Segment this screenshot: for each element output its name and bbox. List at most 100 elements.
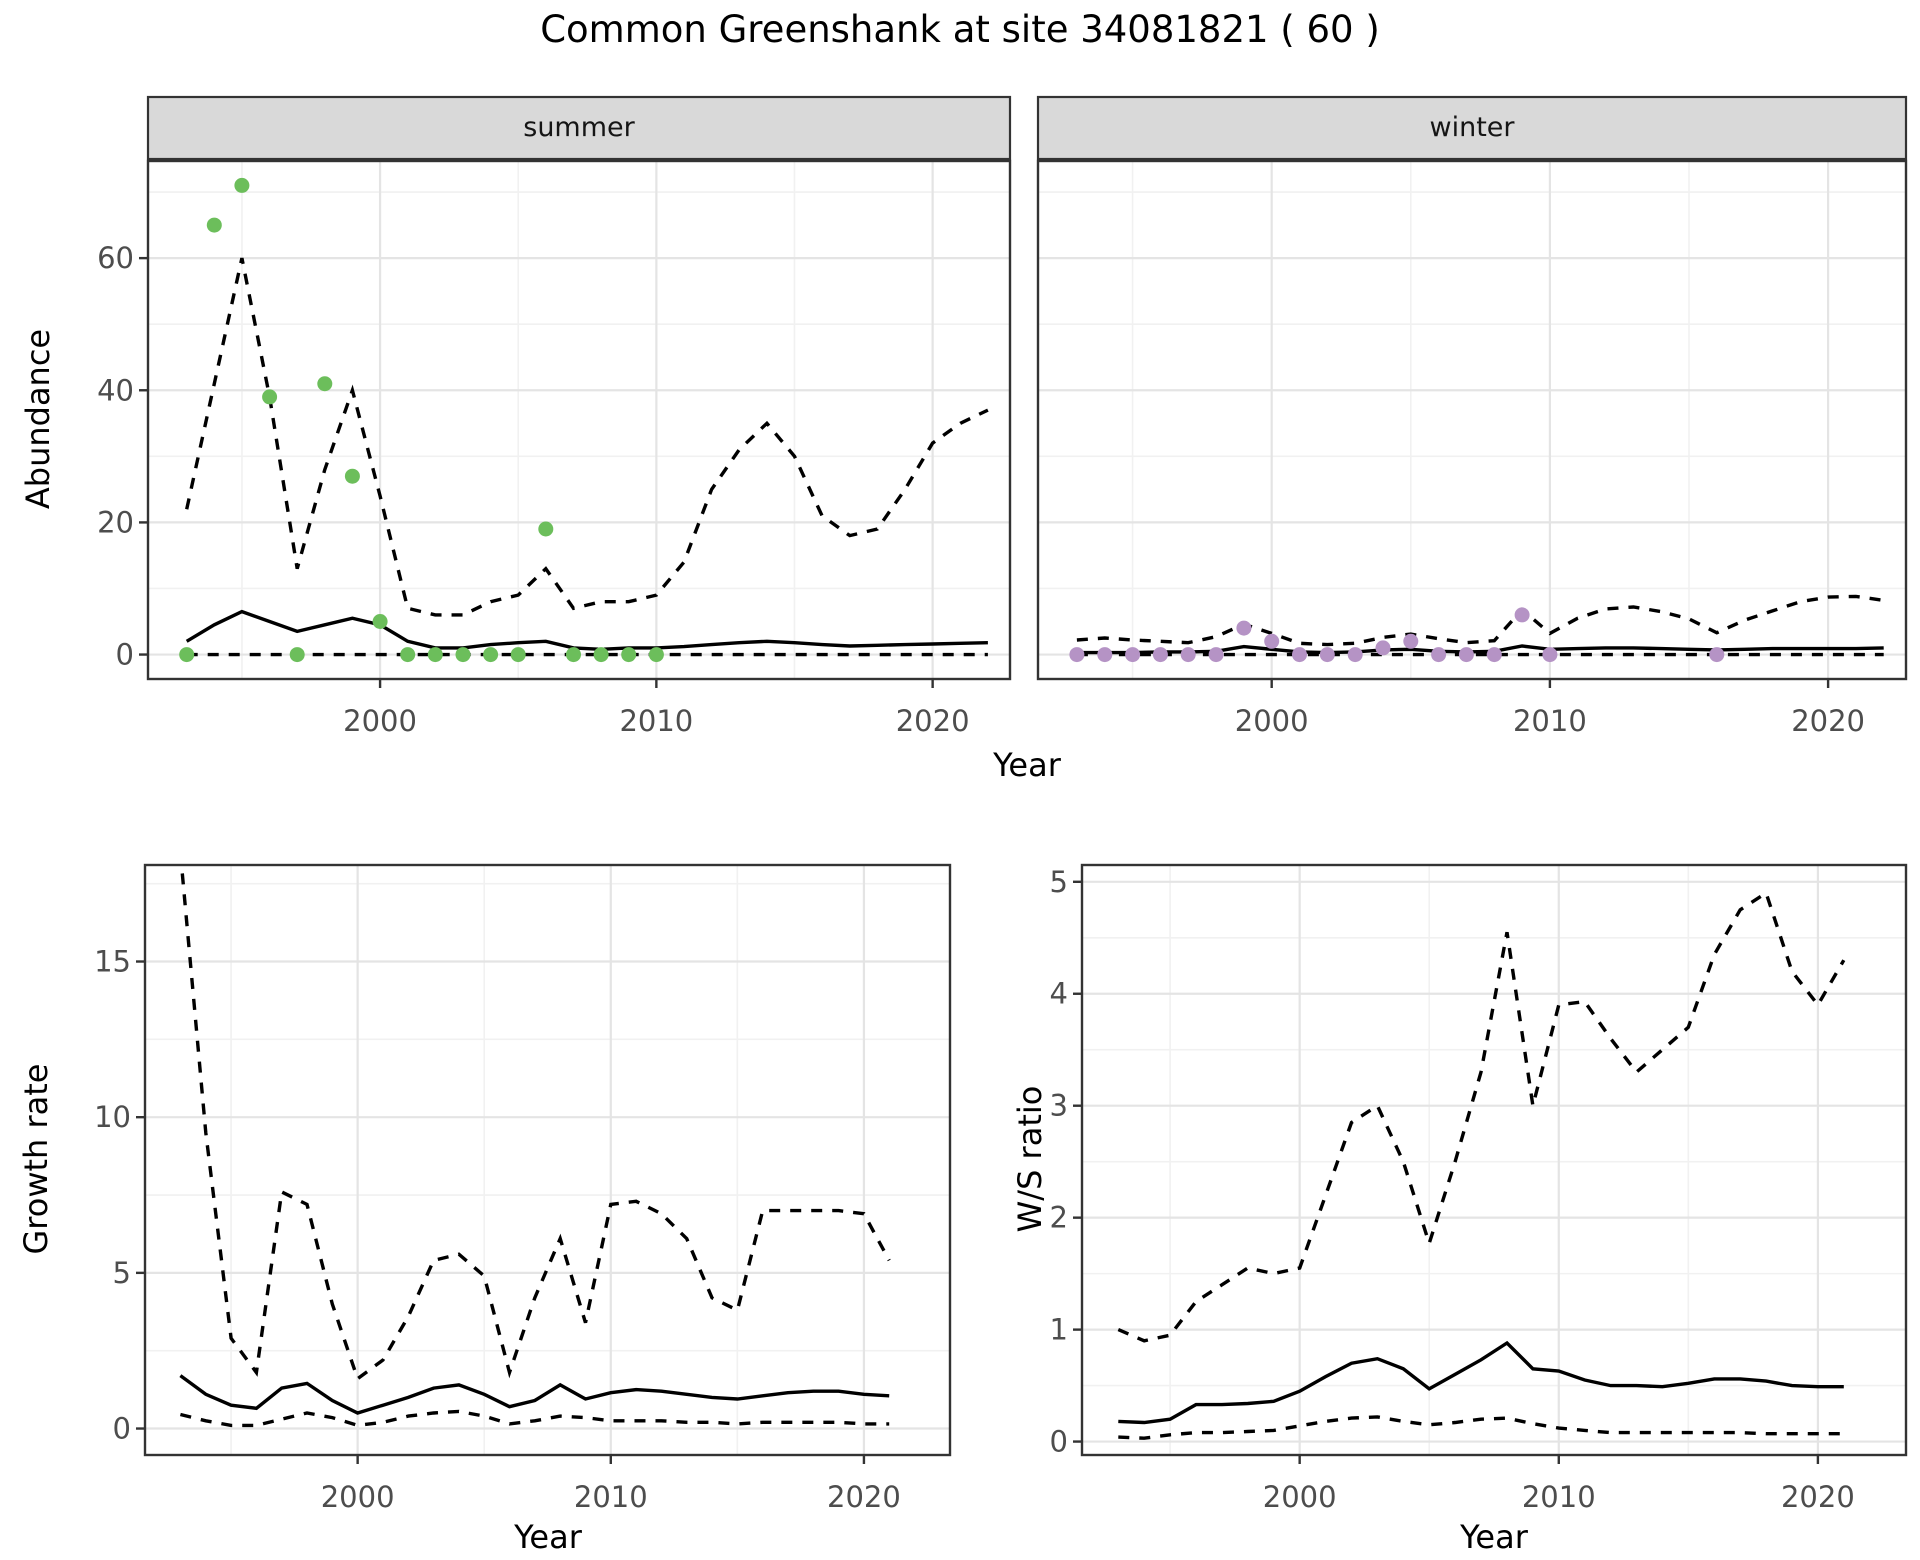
data-point bbox=[1431, 647, 1447, 663]
chart-title: Common Greenshank at site 34081821 ( 60 … bbox=[540, 8, 1380, 51]
data-point bbox=[372, 614, 388, 629]
lower-ci-line bbox=[1118, 1415, 1844, 1440]
median-fit-line bbox=[185, 609, 988, 652]
abundance-summer-panel: 2000 2010 2020 0 20 40 60 bbox=[97, 95, 1012, 738]
y-tick-label: 3 bbox=[1050, 1089, 1068, 1123]
x-tick-label: 2000 bbox=[343, 704, 417, 738]
growth-rate-panel: 2000 2010 2020 0 5 10 15 bbox=[94, 863, 952, 1514]
panel-background bbox=[1038, 161, 1906, 679]
data-point bbox=[1264, 633, 1280, 649]
y-axis-title-abundance: Abundance bbox=[19, 328, 57, 510]
x-axis-title-year-bottom-left: Year bbox=[514, 1518, 582, 1556]
y-tick-label: 0 bbox=[1050, 1425, 1068, 1459]
x-tick-label: 2020 bbox=[1781, 1480, 1855, 1514]
y-tick-label: 15 bbox=[94, 945, 131, 979]
y-axis-title-growth-rate: Growth rate bbox=[17, 1063, 55, 1255]
grid-minor bbox=[1082, 865, 1906, 1455]
upper-ci-line bbox=[1117, 890, 1846, 1343]
data-point bbox=[1097, 647, 1113, 663]
y-tick-label: 4 bbox=[1050, 977, 1068, 1011]
data-point bbox=[1236, 620, 1252, 636]
grid-minor bbox=[1038, 161, 1906, 679]
observation-points bbox=[179, 177, 664, 663]
y-tick-label: 60 bbox=[97, 241, 134, 275]
x-tick-label: 2020 bbox=[827, 1480, 901, 1514]
data-point bbox=[593, 647, 609, 663]
panel-border bbox=[1080, 863, 1908, 1457]
x-axis-ticks: 2000 2010 2020 bbox=[1263, 1455, 1855, 1514]
data-point bbox=[1458, 647, 1474, 663]
data-point bbox=[648, 647, 664, 663]
data-point bbox=[1403, 633, 1419, 649]
data-point bbox=[427, 647, 443, 663]
panel-background bbox=[1082, 865, 1906, 1455]
x-axis-title-year-bottom-right: Year bbox=[1460, 1518, 1528, 1556]
x-tick-label: 2020 bbox=[896, 704, 970, 738]
y-tick-label: 0 bbox=[113, 1412, 131, 1446]
data-point bbox=[400, 647, 416, 663]
upper-ci-line bbox=[1076, 594, 1884, 647]
data-point bbox=[1069, 647, 1085, 663]
x-tick-label: 2000 bbox=[1263, 1480, 1337, 1514]
lower-ci-line bbox=[179, 1409, 890, 1428]
panel-background bbox=[148, 161, 1010, 679]
observation-points bbox=[1069, 607, 1725, 663]
ws-ratio-panel: 2000 2010 2020 0 1 2 3 4 5 bbox=[1050, 863, 1908, 1514]
data-point bbox=[455, 647, 471, 663]
data-point bbox=[1347, 647, 1363, 663]
x-tick-label: 2000 bbox=[1235, 704, 1309, 738]
grid-minor bbox=[145, 865, 950, 1455]
data-point bbox=[1319, 647, 1335, 663]
series-group bbox=[179, 177, 989, 663]
panel-background bbox=[145, 865, 950, 1455]
data-point bbox=[234, 177, 250, 193]
median-fit-line bbox=[1118, 1340, 1844, 1425]
data-point bbox=[1180, 647, 1196, 663]
y-axis-ticks: 0 1 2 3 4 5 bbox=[1050, 865, 1082, 1459]
x-axis-ticks: 2000 2010 2020 bbox=[343, 679, 970, 738]
facet-strip-label-summer: summer bbox=[523, 112, 635, 143]
y-axis-ticks: 0 20 40 60 bbox=[97, 241, 148, 672]
y-tick-label: 10 bbox=[94, 1100, 131, 1134]
x-axis-ticks: 2000 2010 2020 bbox=[321, 1455, 901, 1514]
data-point bbox=[510, 647, 526, 663]
grid-minor bbox=[148, 161, 1010, 679]
upper-ci-line bbox=[185, 257, 989, 617]
panel-border bbox=[143, 863, 952, 1457]
median-fit-line bbox=[179, 1374, 890, 1415]
x-axis-title-year-top: Year bbox=[993, 746, 1061, 784]
data-point bbox=[1152, 647, 1168, 663]
data-point bbox=[317, 376, 333, 392]
y-tick-label: 5 bbox=[113, 1256, 131, 1290]
y-tick-label: 20 bbox=[97, 505, 134, 539]
series-group bbox=[1069, 594, 1884, 663]
x-tick-label: 2010 bbox=[1522, 1480, 1596, 1514]
y-tick-label: 5 bbox=[1050, 865, 1068, 899]
data-point bbox=[1375, 640, 1391, 656]
x-tick-label: 2000 bbox=[321, 1480, 395, 1514]
data-point bbox=[566, 647, 581, 663]
series-group bbox=[1117, 890, 1846, 1440]
data-point bbox=[1208, 647, 1224, 663]
x-tick-label: 2010 bbox=[574, 1480, 648, 1514]
x-tick-label: 2010 bbox=[1513, 704, 1587, 738]
y-axis-title-ws-ratio: W/S ratio bbox=[1011, 1085, 1049, 1233]
y-tick-label: 0 bbox=[116, 638, 134, 672]
data-point bbox=[621, 647, 637, 663]
data-point bbox=[262, 389, 278, 405]
data-point bbox=[206, 217, 222, 233]
series-group bbox=[179, 865, 891, 1428]
grid-major bbox=[145, 865, 950, 1455]
facet-strip bbox=[146, 95, 1012, 161]
data-point bbox=[1292, 647, 1307, 663]
x-tick-label: 2020 bbox=[1791, 704, 1865, 738]
data-point bbox=[483, 647, 499, 663]
data-point bbox=[1486, 647, 1502, 663]
panel-border bbox=[1036, 159, 1908, 681]
facet-strip-label-winter: winter bbox=[1429, 112, 1515, 143]
facet-strip bbox=[1036, 95, 1908, 161]
data-point bbox=[1542, 647, 1558, 663]
panel-border bbox=[146, 159, 1012, 681]
data-point bbox=[1709, 647, 1725, 663]
